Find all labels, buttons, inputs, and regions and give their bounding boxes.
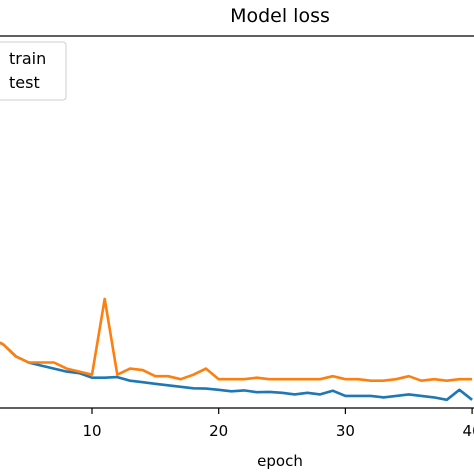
series-line-train — [0, 341, 473, 402]
series-line-test — [0, 297, 473, 383]
series-layer — [0, 297, 473, 402]
x-ticks: 10 20 30 40 — [82, 408, 474, 440]
x-tick-label: 30 — [336, 422, 355, 440]
x-tick-label: 20 — [209, 422, 228, 440]
legend: train test — [0, 41, 67, 101]
x-axis-label: epoch — [257, 452, 303, 470]
legend-label-train: train — [9, 49, 46, 68]
axes-frame — [0, 35, 474, 409]
chart-title: Model loss — [230, 5, 330, 27]
legend-box — [0, 41, 67, 101]
plot-area — [0, 36, 474, 408]
legend-label-test: test — [9, 73, 40, 92]
x-tick-label: 10 — [82, 422, 101, 440]
x-tick-label: 40 — [463, 422, 474, 440]
plot-background — [0, 36, 474, 408]
